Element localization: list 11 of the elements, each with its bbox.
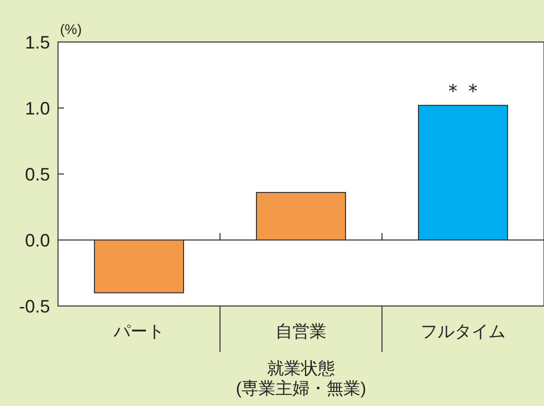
x-tick-label: 自営業	[276, 322, 326, 341]
x-tick-label: パート	[112, 322, 164, 341]
annotation: ＊＊	[443, 80, 483, 102]
y-tick-label: 1.0	[24, 98, 50, 118]
y-tick-label: 1.5	[24, 32, 50, 52]
y-tick-label: -0.5	[18, 296, 50, 316]
y-axis-title: (%)	[60, 21, 82, 37]
y-tick-label: 0.0	[24, 230, 50, 250]
y-tick-label: 0.5	[24, 164, 50, 184]
x-tick-label: フルタイム	[420, 322, 506, 341]
x-axis-title: 就業状態 (専業主婦・無業)	[236, 358, 366, 398]
